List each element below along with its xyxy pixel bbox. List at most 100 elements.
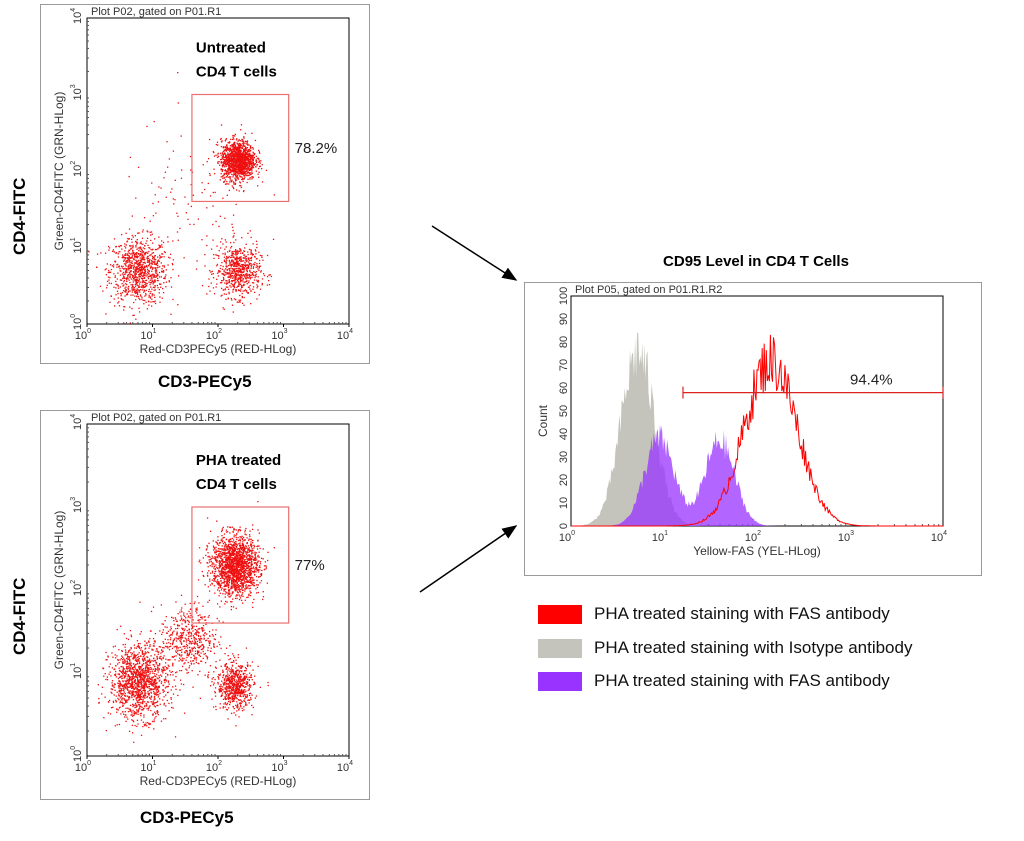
- scatter-point: [148, 288, 150, 291]
- scatter-point: [240, 167, 243, 170]
- scatter-point: [237, 693, 239, 695]
- scatter-point: [251, 178, 253, 180]
- scatter-point: [134, 283, 136, 286]
- outer-ylabel-1: CD4-FITC: [10, 177, 29, 255]
- scatter-point: [238, 148, 241, 150]
- scatter-point: [146, 696, 148, 699]
- scatter-point: [154, 279, 156, 281]
- scatter-point: [236, 257, 239, 259]
- scatter-point: [239, 166, 241, 168]
- scatter-point: [252, 154, 254, 156]
- scatter-point: [139, 261, 141, 264]
- scatter-point: [136, 288, 138, 290]
- scatter-point: [221, 169, 223, 171]
- scatter-point: [125, 707, 127, 709]
- scatter-point: [153, 274, 155, 276]
- scatter-point: [225, 258, 227, 260]
- scatter-point: [159, 698, 161, 700]
- scatter-point: [147, 276, 149, 278]
- scatter-point: [212, 676, 214, 679]
- scatter-point: [129, 662, 131, 664]
- scatter-point: [143, 273, 145, 275]
- scatter-point: [136, 289, 139, 291]
- scatter-point: [117, 256, 120, 258]
- scatter-point: [142, 725, 144, 728]
- scatter-point: [240, 143, 242, 146]
- scatter-point: [135, 270, 137, 273]
- scatter-point: [138, 311, 141, 313]
- scatter-point: [235, 662, 238, 665]
- scatter-point: [238, 173, 240, 175]
- scatter-point: [249, 150, 251, 152]
- scatter-point: [128, 264, 130, 266]
- scatter-point: [230, 667, 233, 669]
- scatter-point: [235, 146, 237, 148]
- scatter-point: [235, 681, 237, 684]
- scatter-point: [253, 681, 255, 684]
- scatter-point: [249, 174, 251, 176]
- scatter-point: [247, 665, 249, 667]
- scatter-point: [110, 688, 112, 690]
- scatter-point: [228, 157, 230, 159]
- scatter-point: [131, 680, 133, 683]
- scatter-point: [253, 264, 256, 266]
- scatter-point: [238, 257, 241, 259]
- scatter-point: [163, 690, 165, 692]
- scatter-point: [225, 172, 228, 174]
- scatter-point: [248, 676, 250, 679]
- scatter-point: [226, 144, 228, 147]
- scatter-point: [216, 156, 219, 158]
- scatter-point: [229, 271, 231, 273]
- scatter-point: [151, 263, 154, 265]
- scatter-point: [165, 269, 167, 271]
- scatter-point: [239, 704, 242, 707]
- scatter-point: [124, 290, 126, 292]
- scatter-point: [123, 277, 126, 279]
- scatter-point: [238, 699, 240, 702]
- scatter-point: [241, 292, 243, 295]
- scatter-point: [133, 704, 135, 707]
- scatter-point: [259, 265, 262, 267]
- scatter-point: [240, 280, 242, 283]
- scatter-point: [141, 253, 143, 255]
- scatter-point: [126, 657, 128, 660]
- scatter-point: [248, 273, 251, 276]
- scatter-point: [229, 269, 231, 271]
- scatter-point: [131, 681, 134, 684]
- scatter-point: [137, 232, 139, 234]
- scatter-point: [222, 156, 225, 158]
- scatter-point: [131, 273, 133, 276]
- scatter-point: [105, 678, 107, 681]
- scatter-point: [122, 674, 124, 676]
- scatter-point: [209, 290, 211, 292]
- scatter-point: [240, 172, 242, 174]
- scatter-point: [229, 171, 231, 173]
- scatter-point: [229, 689, 231, 692]
- scatter-point: [238, 686, 241, 689]
- scatter-point: [215, 143, 218, 146]
- scatter-point: [123, 263, 126, 265]
- scatter-point: [143, 291, 145, 293]
- scatter-point: [225, 170, 227, 172]
- scatter-point: [220, 687, 222, 690]
- scatter-point: [118, 265, 121, 267]
- scatter-point: [207, 158, 210, 160]
- scatter-point: [241, 178, 244, 180]
- scatter-point: [163, 277, 165, 280]
- scatter-point: [140, 705, 142, 708]
- scatter-point: [136, 691, 138, 693]
- scatter-point: [116, 724, 118, 726]
- scatter-point: [237, 252, 239, 254]
- scatter-point: [184, 196, 186, 198]
- scatter-point: [215, 708, 217, 711]
- scatter-point: [238, 688, 240, 690]
- scatter-point: [258, 151, 260, 153]
- scatter-point: [146, 707, 148, 710]
- scatter-point: [147, 692, 149, 694]
- scatter-point: [124, 676, 126, 679]
- scatter-point: [127, 259, 129, 261]
- scatter-point: [223, 278, 225, 280]
- scatter-point: [118, 251, 120, 253]
- scatter-point: [170, 313, 172, 315]
- scatter-point: [122, 265, 124, 268]
